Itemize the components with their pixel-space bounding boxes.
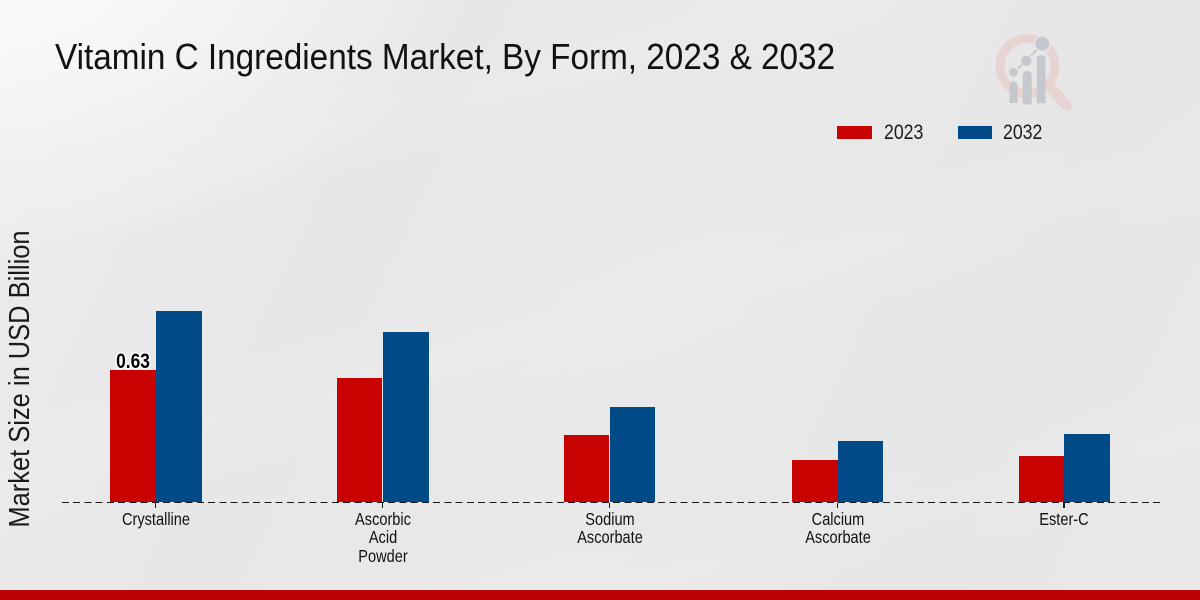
svg-text:0.63: 0.63 bbox=[116, 349, 150, 373]
